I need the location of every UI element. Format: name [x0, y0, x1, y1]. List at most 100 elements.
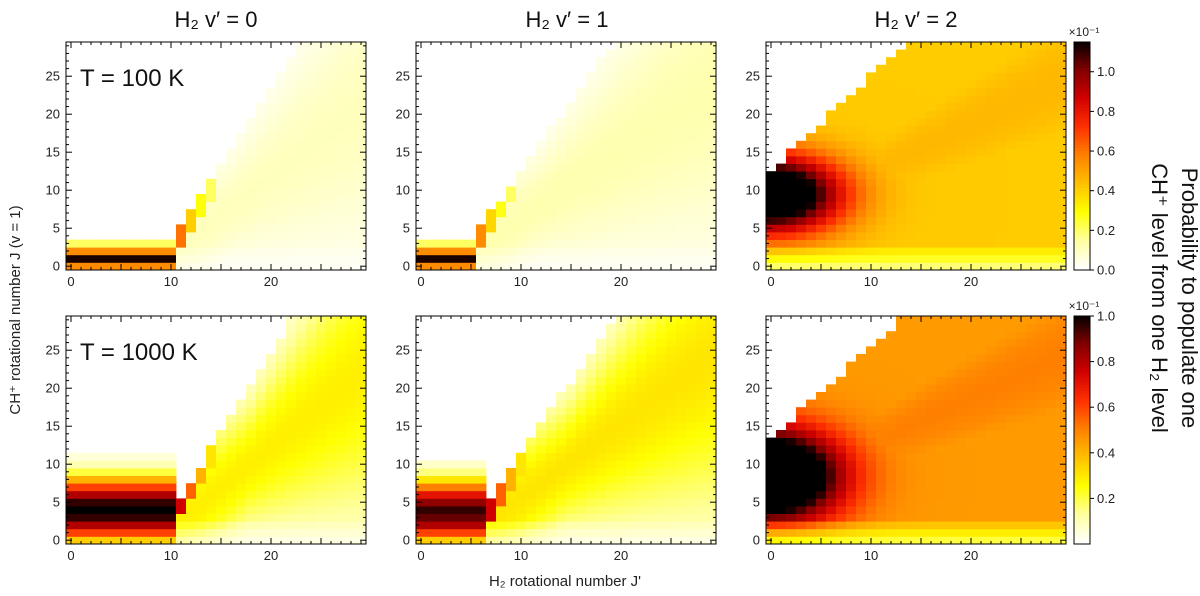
heatmap-cell: [1056, 338, 1067, 347]
heatmap-cell: [596, 506, 607, 514]
heatmap-cell: [686, 239, 697, 248]
heatmap-cell: [166, 513, 177, 522]
heatmap-cell: [1056, 354, 1067, 362]
heatmap-cell: [286, 186, 297, 195]
heatmap-cell: [996, 64, 1007, 73]
heatmap-cell: [1016, 178, 1027, 187]
heatmap-cell: [666, 156, 677, 164]
heatmap-cell: [876, 513, 887, 522]
heatmap-cell: [706, 64, 717, 73]
y-tick-label: 25: [396, 69, 410, 84]
heatmap-cell: [336, 460, 347, 469]
heatmap-cell: [786, 216, 797, 225]
heatmap-cell: [986, 483, 997, 492]
heatmap-cell: [836, 186, 847, 195]
heatmap-cell: [976, 239, 987, 248]
heatmap-cell: [626, 490, 637, 499]
heatmap-cell: [1016, 239, 1027, 248]
heatmap-cell: [656, 384, 667, 393]
heatmap-cell: [276, 490, 287, 499]
heatmap-cell: [66, 506, 77, 514]
heatmap-cell: [946, 316, 957, 324]
heatmap-cell: [766, 171, 777, 180]
heatmap-cell: [336, 247, 347, 256]
heatmap-cell: [976, 102, 987, 111]
heatmap-cell: [656, 110, 667, 119]
heatmap-cell: [786, 528, 797, 537]
heatmap-cell: [156, 521, 167, 530]
heatmap-cell: [636, 513, 647, 522]
heatmap-cell: [316, 452, 327, 461]
heatmap-cell: [696, 254, 707, 263]
heatmap-cell: [306, 521, 317, 530]
heatmap-cell: [236, 140, 247, 149]
heatmap-cell: [876, 118, 887, 126]
heatmap-cell: [986, 323, 997, 332]
heatmap-cell: [636, 156, 647, 164]
heatmap-cell: [536, 452, 547, 461]
heatmap-cell: [1016, 392, 1027, 400]
heatmap-cell: [326, 49, 337, 58]
heatmap-cell: [206, 201, 217, 210]
heatmap-cell: [586, 133, 597, 142]
heatmap-cell: [926, 331, 937, 340]
heatmap-cell: [466, 490, 477, 499]
x-tick-label: 0: [417, 548, 424, 563]
heatmap-cell: [646, 140, 657, 149]
heatmap-cell: [296, 490, 307, 499]
heatmap-cell: [556, 201, 567, 210]
heatmap-cell: [526, 528, 537, 537]
heatmap-cell: [656, 125, 667, 134]
heatmap-cell: [596, 232, 607, 240]
heatmap-cell: [666, 407, 677, 416]
heatmap-cell: [686, 392, 697, 400]
heatmap-cell: [1036, 186, 1047, 195]
heatmap-cell: [306, 528, 317, 537]
heatmap-cell: [666, 232, 677, 240]
y-tick-label: 5: [753, 221, 760, 236]
heatmap-cell: [446, 475, 457, 484]
heatmap-cell: [646, 239, 657, 248]
heatmap-cell: [836, 513, 847, 522]
heatmap-cell: [176, 224, 187, 233]
heatmap-cell: [596, 186, 607, 195]
heatmap-cell: [346, 498, 357, 507]
heatmap-cell: [836, 254, 847, 263]
heatmap-cell: [936, 178, 947, 187]
heatmap-cell: [836, 209, 847, 218]
heatmap-cell: [766, 239, 777, 248]
heatmap-cell: [886, 422, 897, 431]
heatmap-cell: [306, 513, 317, 522]
heatmap-cell: [696, 118, 707, 126]
colorbar-step: [1074, 427, 1090, 431]
heatmap-cell: [916, 498, 927, 507]
heatmap-cell: [286, 490, 297, 499]
heatmap-cell: [846, 369, 857, 378]
heatmap-cell: [636, 247, 647, 256]
heatmap-cell: [656, 133, 667, 142]
heatmap-cell: [1016, 468, 1027, 476]
heatmap-cell: [656, 483, 667, 492]
heatmap-cell: [886, 133, 897, 142]
heatmap-cell: [906, 369, 917, 378]
heatmap-cell: [666, 452, 677, 461]
heatmap-cell: [766, 178, 777, 187]
heatmap-cell: [246, 163, 257, 172]
heatmap-cell: [1046, 437, 1057, 446]
heatmap-cell: [596, 414, 607, 423]
heatmap-cell: [826, 133, 837, 142]
y-tick-label: 25: [396, 343, 410, 358]
heatmap-cell: [646, 331, 657, 340]
heatmap-cell: [996, 521, 1007, 530]
heatmap-cell: [986, 513, 997, 522]
heatmap-cell: [1036, 407, 1047, 416]
heatmap-cell: [316, 369, 327, 378]
heatmap-cell: [336, 369, 347, 378]
heatmap-cell: [946, 95, 957, 104]
heatmap-cell: [1036, 57, 1047, 66]
heatmap-cell: [616, 140, 627, 149]
heatmap-cell: [286, 483, 297, 492]
heatmap-cell: [556, 407, 567, 416]
heatmap-cell: [956, 414, 967, 423]
heatmap-cell: [1036, 460, 1047, 469]
